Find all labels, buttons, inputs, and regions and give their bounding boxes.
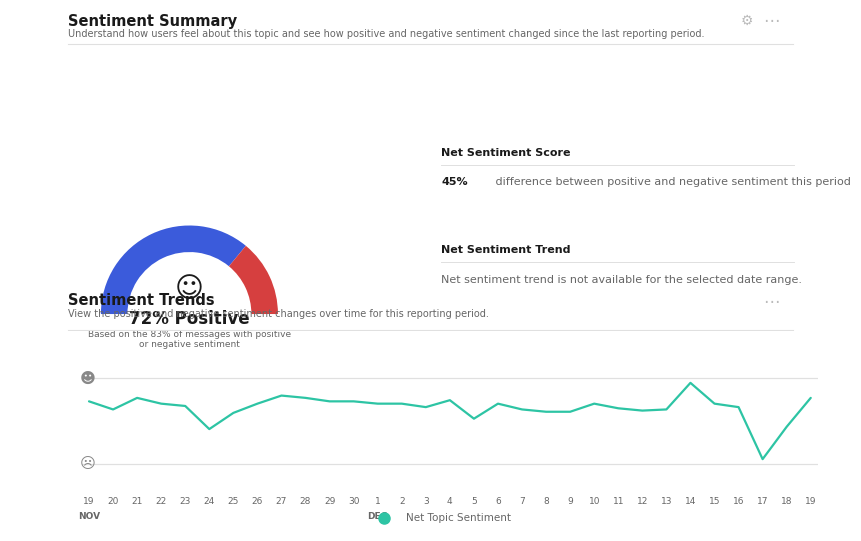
Text: ⋯: ⋯	[763, 12, 779, 30]
Text: Net Sentiment Trend: Net Sentiment Trend	[442, 245, 571, 255]
Text: 2: 2	[399, 497, 405, 506]
Text: 4: 4	[447, 497, 453, 506]
Text: ☻: ☻	[80, 371, 96, 386]
Text: 8: 8	[543, 497, 549, 506]
Text: 6: 6	[495, 497, 501, 506]
Text: ☺: ☺	[175, 275, 204, 304]
Text: 18: 18	[781, 497, 792, 506]
Text: ⋯: ⋯	[763, 293, 779, 311]
Text: ⚙: ⚙	[741, 14, 753, 28]
Text: 23: 23	[180, 497, 191, 506]
Text: 45%: 45%	[442, 177, 468, 187]
Text: 27: 27	[276, 497, 288, 506]
Text: Net Topic Sentiment: Net Topic Sentiment	[406, 513, 511, 523]
Text: 19: 19	[84, 497, 95, 506]
Text: 7: 7	[519, 497, 525, 506]
Text: NOV: NOV	[78, 512, 100, 521]
FancyBboxPatch shape	[410, 230, 826, 319]
Text: 20: 20	[108, 497, 119, 506]
Text: 10: 10	[588, 497, 600, 506]
Text: Sentiment Summary: Sentiment Summary	[68, 14, 237, 29]
Text: 22: 22	[156, 497, 167, 506]
Text: 15: 15	[709, 497, 721, 506]
Text: 19: 19	[805, 497, 816, 506]
FancyBboxPatch shape	[410, 133, 826, 222]
Text: 25: 25	[227, 497, 239, 506]
Text: DEC: DEC	[368, 512, 387, 521]
Text: 17: 17	[757, 497, 768, 506]
Text: 9: 9	[567, 497, 573, 506]
Text: 14: 14	[684, 497, 697, 506]
Wedge shape	[229, 246, 278, 314]
Text: 28: 28	[300, 497, 311, 506]
Text: 3: 3	[423, 497, 429, 506]
Text: 12: 12	[636, 497, 648, 506]
Text: 16: 16	[733, 497, 744, 506]
Text: Sentiment Trends: Sentiment Trends	[68, 293, 214, 308]
Text: ☹: ☹	[80, 456, 96, 471]
Text: 30: 30	[348, 497, 359, 506]
Text: Based on the 83% of messages with positive
or negative sentiment: Based on the 83% of messages with positi…	[88, 330, 291, 349]
Text: 26: 26	[251, 497, 263, 506]
Text: Net Sentiment Score: Net Sentiment Score	[442, 148, 571, 158]
Wedge shape	[101, 226, 246, 314]
Text: Understand how users feel about this topic and see how positive and negative sen: Understand how users feel about this top…	[68, 29, 704, 39]
Text: 13: 13	[660, 497, 672, 506]
Text: 72% Positive: 72% Positive	[129, 309, 250, 328]
Text: difference between positive and negative sentiment this period: difference between positive and negative…	[492, 177, 852, 187]
Text: Net sentiment trend is not available for the selected date range.: Net sentiment trend is not available for…	[442, 275, 802, 285]
Text: 24: 24	[204, 497, 215, 506]
Text: 1: 1	[375, 497, 381, 506]
Text: 21: 21	[132, 497, 143, 506]
Text: 11: 11	[612, 497, 624, 506]
Text: 5: 5	[471, 497, 477, 506]
Text: 29: 29	[324, 497, 335, 506]
Text: View the positive and negative sentiment changes over time for this reporting pe: View the positive and negative sentiment…	[68, 309, 489, 319]
